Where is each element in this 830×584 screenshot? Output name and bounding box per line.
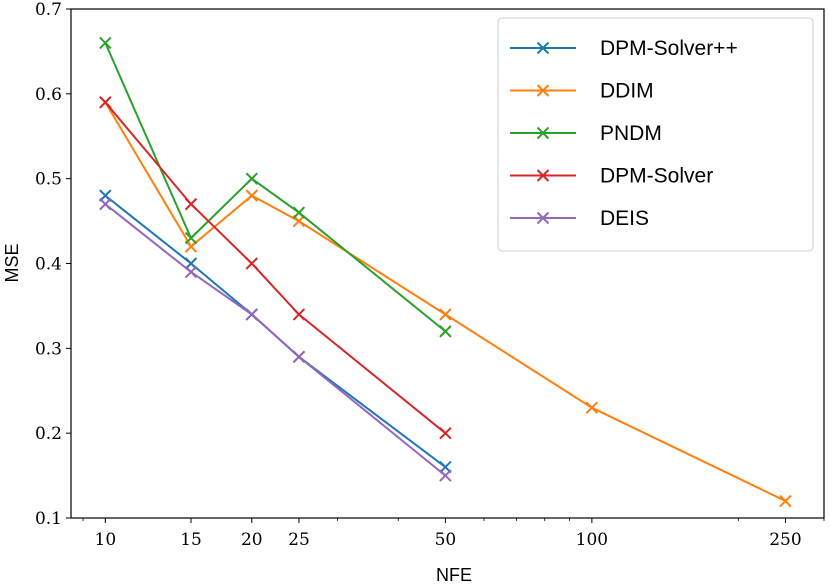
ticks-layer: 0.1 0.2 0.3 0.4 0.5 0.6 0.7 10 15 20 25 50 100 250 — [35, 0, 825, 550]
y-tick-label: 0.7 — [35, 0, 62, 20]
y-axis-label: MSE — [2, 243, 22, 282]
legend-marker-stroke — [536, 169, 550, 182]
marker-stroke — [292, 206, 306, 219]
data-point-pndm — [184, 231, 198, 245]
data-point-dpm-solver — [184, 197, 198, 211]
marker-stroke — [292, 350, 306, 364]
legend-item-deis: DEIS — [510, 207, 649, 230]
legend-item-pndm: PNDM — [510, 122, 662, 145]
marker-stroke — [184, 231, 198, 245]
x-tick-label: 20 — [241, 530, 263, 550]
marker-stroke — [779, 494, 792, 508]
data-point-ddim — [439, 308, 452, 321]
marker-stroke — [184, 197, 198, 211]
legend-marker-stroke — [536, 41, 550, 55]
x-tick-label: 50 — [435, 530, 457, 550]
legend-box — [497, 17, 814, 252]
marker-stroke — [99, 36, 112, 50]
legend-label: DPM-Solver — [600, 165, 713, 188]
data-point-dpm-solver — [439, 426, 452, 440]
legend-marker-stroke — [536, 84, 550, 97]
legend-label: DDIM — [600, 80, 654, 103]
y-tick-label: 0.2 — [35, 424, 62, 444]
marker-stroke — [99, 197, 112, 211]
marker-stroke — [439, 308, 452, 321]
y-tick-label: 0.4 — [35, 255, 62, 275]
data-point-dpm-solver — [99, 96, 112, 109]
data-point-dpm-solver — [245, 257, 259, 270]
marker-stroke — [585, 401, 599, 414]
x-tick-label: 15 — [180, 530, 202, 550]
y-tick-label: 0.1 — [35, 509, 62, 529]
marker-stroke — [245, 308, 259, 321]
data-point-pndm — [439, 325, 452, 338]
data-point-deis — [292, 350, 306, 364]
marker-stroke — [245, 172, 259, 185]
series-line-dpm-solver — [104, 101, 447, 434]
y-tick-label: 0.3 — [35, 339, 62, 359]
marker-stroke — [439, 426, 452, 440]
x-tick-label: 10 — [95, 530, 117, 550]
data-point-deis — [184, 265, 198, 279]
legend-marker-stroke — [536, 211, 550, 225]
data-point-dpm-solver — [292, 308, 306, 321]
data-point-ddim — [779, 494, 792, 508]
data-point-ddim — [245, 189, 259, 202]
legend-label: DPM-Solver++ — [600, 37, 738, 60]
data-point-deis — [99, 197, 112, 211]
y-tick-label: 0.5 — [35, 170, 62, 190]
data-point-deis — [245, 308, 259, 321]
data-point-pndm — [99, 36, 112, 50]
data-point-pndm — [245, 172, 259, 185]
data-point-pndm — [292, 206, 306, 219]
legend-item-dpm-solverpp: DPM-Solver++ — [510, 37, 738, 60]
legend-label: DEIS — [600, 207, 649, 230]
legend-item-dpm-solver: DPM-Solver — [510, 165, 713, 188]
legend-marker-stroke — [536, 126, 550, 140]
legend: DPM-Solver++ DDIM PNDM DPM-Solver DEIS — [497, 17, 814, 252]
marker-stroke — [99, 96, 112, 109]
series-line-deis — [104, 203, 447, 477]
marker-stroke — [245, 189, 259, 202]
data-point-ddim — [585, 401, 599, 414]
legend-label: PNDM — [600, 122, 662, 145]
data-point-deis — [439, 469, 452, 482]
marker-stroke — [439, 469, 452, 482]
marker-stroke — [184, 265, 198, 279]
x-tick-label: 100 — [576, 530, 608, 550]
x-tick-label: 25 — [288, 530, 310, 550]
plot-layer — [99, 36, 792, 508]
marker-stroke — [439, 325, 452, 338]
marker-stroke — [292, 308, 306, 321]
y-tick-label: 0.6 — [35, 85, 62, 105]
marker-stroke — [245, 257, 259, 270]
x-tick-label: 250 — [769, 530, 801, 550]
series-line-dpm-solverpp — [104, 194, 447, 468]
x-axis-label: NFE — [436, 565, 472, 584]
legend-item-ddim: DDIM — [510, 80, 654, 103]
